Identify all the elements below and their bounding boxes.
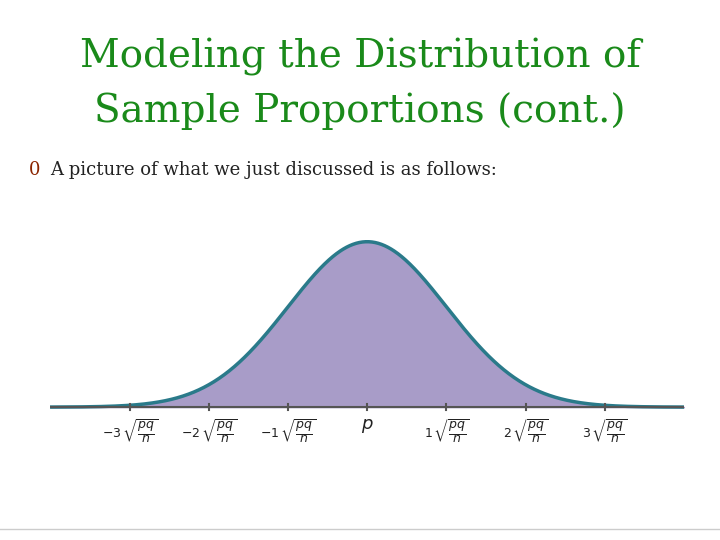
Text: $1\,\sqrt{\dfrac{pq}{n}}$: $1\,\sqrt{\dfrac{pq}{n}}$ (423, 417, 469, 445)
Text: $2\,\sqrt{\dfrac{pq}{n}}$: $2\,\sqrt{\dfrac{pq}{n}}$ (503, 417, 549, 445)
Text: A picture of what we just discussed is as follows:: A picture of what we just discussed is a… (50, 161, 498, 179)
Text: 0: 0 (29, 161, 40, 179)
Text: $-2\,\sqrt{\dfrac{pq}{n}}$: $-2\,\sqrt{\dfrac{pq}{n}}$ (181, 417, 237, 445)
Text: Sample Proportions (cont.): Sample Proportions (cont.) (94, 92, 626, 130)
Text: $-3\,\sqrt{\dfrac{pq}{n}}$: $-3\,\sqrt{\dfrac{pq}{n}}$ (102, 417, 158, 445)
Text: $p$: $p$ (361, 417, 374, 435)
Text: $3\,\sqrt{\dfrac{pq}{n}}$: $3\,\sqrt{\dfrac{pq}{n}}$ (582, 417, 628, 445)
Text: $-1\,\sqrt{\dfrac{pq}{n}}$: $-1\,\sqrt{\dfrac{pq}{n}}$ (260, 417, 316, 445)
Text: Modeling the Distribution of: Modeling the Distribution of (80, 38, 640, 76)
